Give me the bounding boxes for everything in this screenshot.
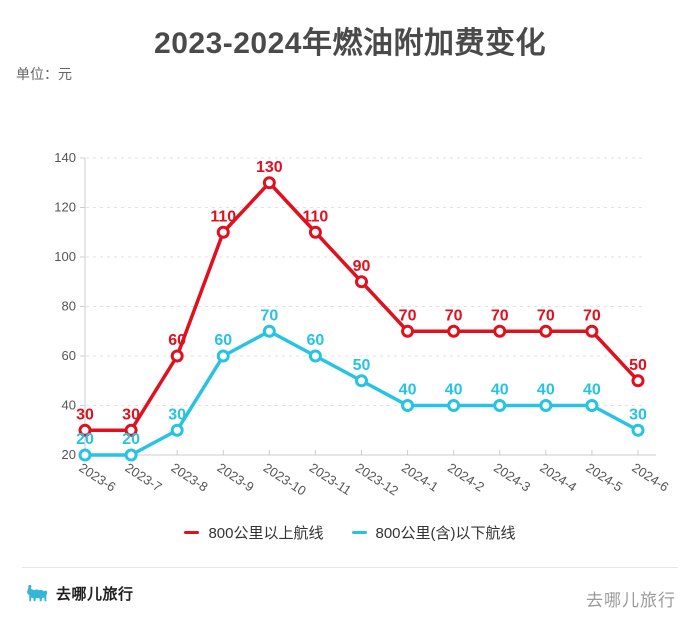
svg-text:60: 60 <box>168 332 186 349</box>
svg-text:80: 80 <box>62 299 76 314</box>
svg-text:110: 110 <box>303 208 329 225</box>
svg-text:2023-9: 2023-9 <box>215 460 257 495</box>
legend: 800公里以上航线 800公里(含)以下航线 <box>0 522 700 543</box>
svg-text:30: 30 <box>168 406 186 423</box>
legend-item-below-800km[interactable]: 800公里(含)以下航线 <box>351 522 516 543</box>
svg-text:70: 70 <box>399 307 417 324</box>
svg-text:30: 30 <box>629 406 647 423</box>
svg-text:40: 40 <box>583 382 601 399</box>
svg-text:130: 130 <box>256 159 283 176</box>
svg-text:100: 100 <box>54 249 76 264</box>
svg-text:2023-7: 2023-7 <box>122 460 164 495</box>
brand-name-right: 去哪儿旅行 <box>586 591 676 610</box>
brand-name-left: 去哪儿旅行 <box>56 586 134 603</box>
svg-text:40: 40 <box>491 382 509 399</box>
svg-text:2023-12: 2023-12 <box>353 460 401 499</box>
svg-text:60: 60 <box>307 332 325 349</box>
svg-text:70: 70 <box>537 307 555 324</box>
legend-label-above-800km: 800公里以上航线 <box>208 525 324 542</box>
camel-icon <box>27 584 48 601</box>
svg-text:40: 40 <box>537 382 555 399</box>
svg-text:20: 20 <box>76 431 94 448</box>
unit-label: 单位：元 <box>16 66 72 82</box>
svg-text:50: 50 <box>353 357 371 374</box>
svg-text:60: 60 <box>62 348 76 363</box>
svg-text:2023-6: 2023-6 <box>76 460 118 495</box>
svg-text:30: 30 <box>76 406 94 423</box>
svg-text:70: 70 <box>583 307 601 324</box>
svg-text:2024-2: 2024-2 <box>445 460 487 495</box>
brand-logo: 去哪儿旅行 <box>25 583 134 604</box>
svg-text:20: 20 <box>122 431 140 448</box>
legend-swatch-cyan-icon <box>351 530 367 535</box>
svg-text:40: 40 <box>445 382 463 399</box>
svg-text:2024-5: 2024-5 <box>583 460 625 495</box>
svg-text:2023-10: 2023-10 <box>261 460 309 499</box>
footer-divider <box>22 567 678 568</box>
svg-text:20: 20 <box>62 447 76 462</box>
legend-label-below-800km: 800公里(含)以下航线 <box>375 525 516 542</box>
legend-swatch-red-icon <box>184 530 200 535</box>
svg-text:2024-4: 2024-4 <box>537 460 579 495</box>
svg-text:70: 70 <box>260 307 278 324</box>
svg-text:90: 90 <box>353 258 371 275</box>
svg-text:110: 110 <box>210 208 236 225</box>
svg-text:140: 140 <box>54 150 76 165</box>
svg-text:70: 70 <box>445 307 463 324</box>
svg-text:60: 60 <box>214 332 232 349</box>
svg-text:40: 40 <box>399 382 417 399</box>
svg-text:2024-3: 2024-3 <box>491 460 533 495</box>
svg-text:2023-11: 2023-11 <box>307 460 354 498</box>
svg-text:2024-1: 2024-1 <box>399 460 441 495</box>
svg-text:70: 70 <box>491 307 509 324</box>
svg-text:50: 50 <box>629 357 647 374</box>
svg-text:2023-8: 2023-8 <box>169 460 211 495</box>
svg-text:2024-6: 2024-6 <box>629 460 671 495</box>
legend-item-above-800km[interactable]: 800公里以上航线 <box>184 522 324 543</box>
svg-text:120: 120 <box>54 200 76 215</box>
svg-text:40: 40 <box>62 398 76 413</box>
svg-text:30: 30 <box>122 406 140 423</box>
page-title: 2023-2024年燃油附加费变化 <box>154 27 546 60</box>
